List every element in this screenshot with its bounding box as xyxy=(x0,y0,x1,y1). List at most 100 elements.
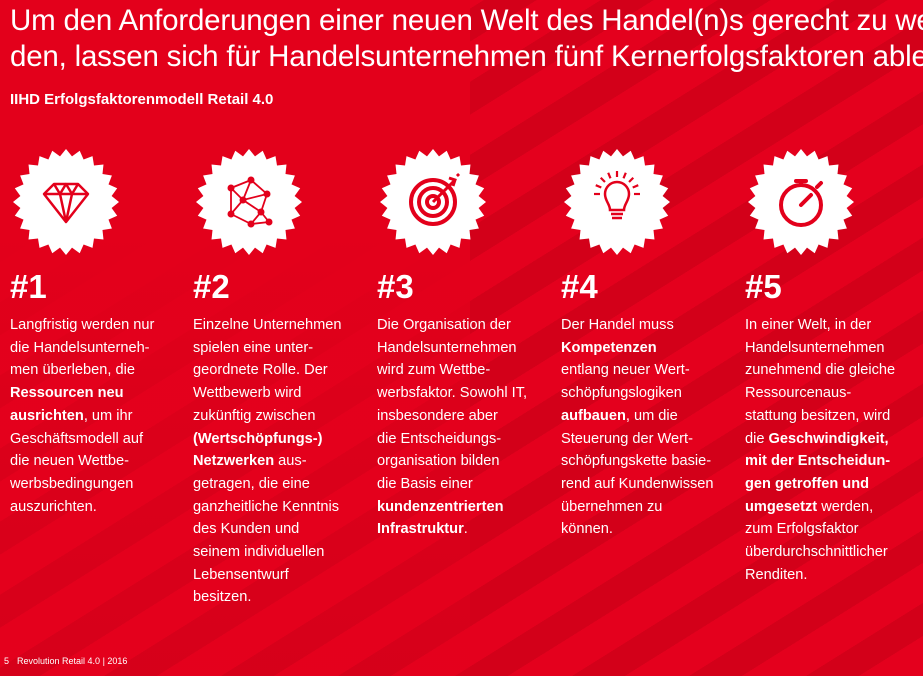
text: Ressourcenaus- xyxy=(745,385,852,402)
text: die xyxy=(745,430,769,447)
ray xyxy=(628,176,635,183)
starburst xyxy=(13,149,119,255)
bold-text: umgesetzt xyxy=(745,498,818,515)
network-node xyxy=(227,184,235,192)
text: Langfristig werden nur xyxy=(10,317,155,333)
text-line: Steuerung der Wert- xyxy=(561,428,741,451)
text: zukünftig zwischen xyxy=(193,407,316,424)
text-line: wird zum Wettbe- xyxy=(377,359,557,382)
factor-text: Der Handel muss Kompetenzen entlang neuer … xyxy=(561,314,741,541)
bold-text: mit der Entscheidun- xyxy=(745,453,891,470)
text-line: Lebensentwurf xyxy=(193,564,373,587)
network-edge xyxy=(230,213,252,225)
text-line: men überleben, die xyxy=(10,359,190,382)
text-line: Ressourcen neu xyxy=(10,382,190,405)
text: schöpfungskette basie- xyxy=(561,453,712,470)
title-line: den, lassen sich für Handelsunternehmen … xyxy=(10,40,923,73)
text: Der Handel muss xyxy=(561,317,674,333)
watch-parts xyxy=(794,179,823,207)
text: In einer Welt, in der xyxy=(745,317,872,333)
bold-text: aufbauen xyxy=(561,407,626,424)
text-line: In einer Welt, in der xyxy=(745,314,923,337)
text: , um die xyxy=(625,407,678,424)
text-line: Wettbewerb wird xyxy=(193,382,373,405)
text: . xyxy=(463,521,468,538)
text-line: auszurichten. xyxy=(10,496,190,519)
text: getragen, die eine xyxy=(193,475,310,492)
text-line: zukünftig zwischen xyxy=(193,405,373,428)
text: stattung besitzen, wird xyxy=(745,407,891,424)
text: schöpfungslogiken xyxy=(561,385,682,402)
bold-text: Ressourcen neu xyxy=(10,385,124,402)
text-line: Handelsunternehmen xyxy=(745,337,923,360)
factor: #1 Langfristig werden nur die Handelsunter… xyxy=(10,148,190,518)
text: Wettbewerb wird xyxy=(193,385,302,402)
factor-text: Die Organisation der Handelsunternehmen wi… xyxy=(377,314,557,541)
text-line: Die Organisation der xyxy=(377,314,557,337)
arrow xyxy=(431,172,461,204)
ray xyxy=(599,176,606,183)
text: werden, xyxy=(817,498,874,515)
icon-glyph xyxy=(42,182,90,224)
text-line: Infrastruktur. xyxy=(377,518,557,541)
text-line: getragen, die eine xyxy=(193,473,373,496)
text: wird zum Wettbe- xyxy=(377,362,491,379)
text: Handelsunternehmen xyxy=(377,339,517,356)
starburst xyxy=(564,149,670,255)
network-node xyxy=(239,196,247,204)
factor-number: #4 xyxy=(561,268,598,305)
text-line: werbsbedingungen xyxy=(10,473,190,496)
bold-text: kundenzentrierten xyxy=(377,498,504,515)
text: Einzelne Unternehmen xyxy=(193,317,342,333)
bold-text: (Wertschöpfungs-) xyxy=(193,430,323,447)
factor-number: #3 xyxy=(377,268,414,305)
text: die Handelsunterneh- xyxy=(10,339,150,356)
text-line: zunehmend die gleiche xyxy=(745,359,923,382)
text-line: spielen eine unter- xyxy=(193,337,373,360)
text-line: ausrichten, um ihr xyxy=(10,405,190,428)
network-edge xyxy=(242,199,262,213)
text-line: kundenzentrierten xyxy=(377,496,557,519)
text-line: seinem individuellen xyxy=(193,541,373,564)
icon-glyph xyxy=(227,176,273,228)
text-line: Handelsunternehmen xyxy=(377,337,557,360)
text-line: entlang neuer Wert- xyxy=(561,359,741,382)
footer-text: Revolution Retail 4.0 | 2016 xyxy=(17,656,128,666)
title-line: Um den Anforderungen einer neuen Welt de… xyxy=(10,4,923,37)
diamond xyxy=(42,182,90,224)
factor: #3 Die Organisation der Handelsunternehmen… xyxy=(377,148,557,541)
text-line: zum Erfolgsfaktor xyxy=(745,518,923,541)
text: des Kunden und xyxy=(193,521,300,538)
starburst xyxy=(748,149,854,255)
text: zunehmend die gleiche xyxy=(745,362,896,379)
text: besitzen. xyxy=(193,589,252,606)
starburst xyxy=(196,149,302,255)
factor-number: #2 xyxy=(193,268,230,305)
text-line: besitzen. xyxy=(193,586,373,609)
factor-text: In einer Welt, in der Handelsunternehmen z… xyxy=(745,314,923,586)
bold-text: Netzwerken xyxy=(193,453,275,470)
network-edge xyxy=(230,179,252,189)
factor: #4 Der Handel muss Kompetenzen entlang neue… xyxy=(561,148,741,541)
text: Geschäftsmodell auf xyxy=(10,430,144,447)
bold-text: Geschwindigkeit, xyxy=(768,430,889,447)
text-line: umgesetzt werden, xyxy=(745,496,923,519)
text: auszurichten. xyxy=(10,498,97,515)
factor-icon xyxy=(380,149,486,255)
text-line: stattung besitzen, wird xyxy=(745,405,923,428)
text: spielen eine unter- xyxy=(193,339,314,356)
text-line: überdurchschnittlicher xyxy=(745,541,923,564)
text-line: die Geschwindigkeit, xyxy=(745,428,923,451)
text-line: schöpfungslogiken xyxy=(561,382,741,405)
target-ring xyxy=(417,186,449,218)
network-edge xyxy=(242,193,268,201)
text-line: insbesondere aber xyxy=(377,405,557,428)
text: men überleben, die xyxy=(10,362,135,379)
text-line: Kompetenzen xyxy=(561,337,741,360)
bold-text: Infrastruktur xyxy=(377,521,464,538)
network-node xyxy=(247,176,255,184)
text-line: Einzelne Unternehmen xyxy=(193,314,373,337)
text-line: (Wertschöpfungs-) xyxy=(193,428,373,451)
text: ganzheitliche Kenntnis xyxy=(193,498,340,515)
